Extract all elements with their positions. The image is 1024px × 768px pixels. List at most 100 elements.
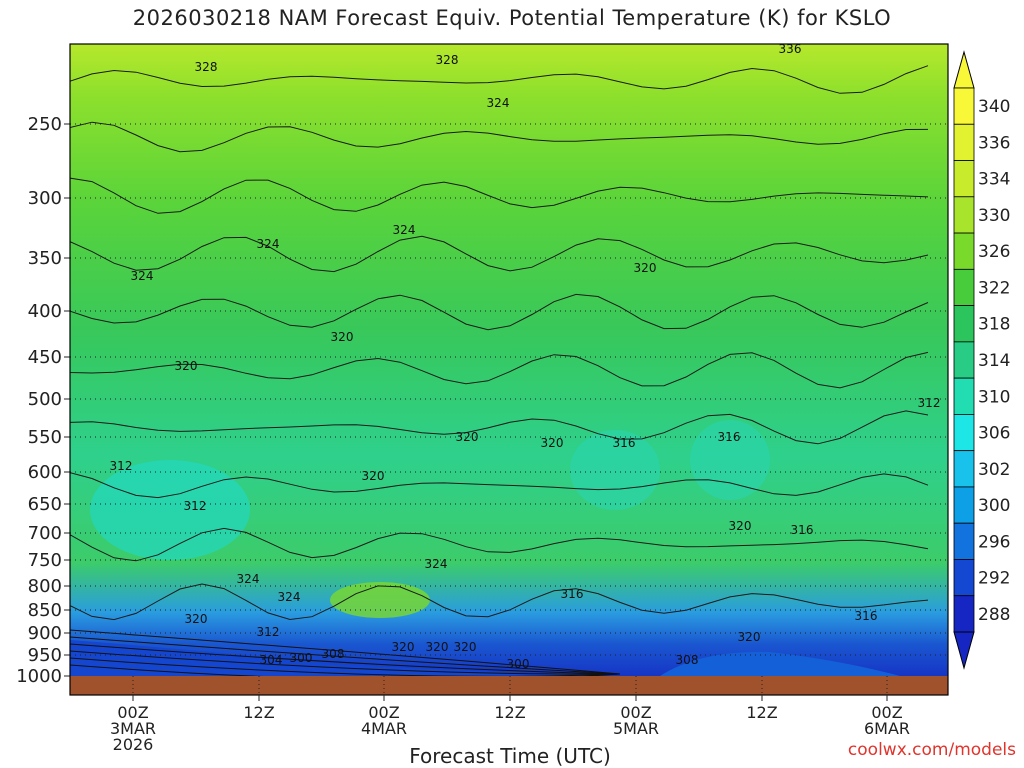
colorbar-label: 314: [978, 351, 1010, 371]
colorbar-segment: [953, 559, 975, 597]
colorbar-label: 310: [978, 387, 1010, 407]
contour-label: 316: [718, 430, 741, 444]
contour-label: 328: [195, 60, 218, 74]
contour-line: [69, 527, 929, 562]
y-tick-label: 350: [28, 248, 62, 269]
colorbar-segment: [953, 305, 975, 343]
contour-line: [69, 643, 621, 675]
field-background: [70, 44, 948, 676]
y-tick-label: 550: [28, 427, 62, 448]
colorbar-label: 336: [978, 133, 1010, 153]
moist-pocket: [90, 460, 250, 560]
colorbar-segment: [953, 486, 975, 524]
x-tick-label: 00Z: [871, 703, 902, 722]
contour-line: [69, 293, 929, 331]
colorbar-segment: [953, 377, 975, 415]
x-tick-label: 12Z: [746, 703, 777, 722]
contour-label: 324: [393, 223, 416, 237]
contour-line: [69, 636, 621, 675]
y-tick-label: 1000: [16, 666, 62, 687]
contour-line: [69, 657, 621, 677]
colorbar-segment: [953, 413, 975, 452]
contour-label: 312: [110, 459, 133, 473]
contour-label: 320: [362, 469, 385, 483]
contour-label: 316: [561, 587, 584, 601]
y-tick-label: 250: [28, 114, 62, 135]
colorbar-label: 288: [978, 605, 1010, 625]
contour-line: [69, 177, 929, 214]
contour-line: [69, 410, 929, 445]
contour-line: [69, 235, 929, 273]
cold-low-band: [660, 651, 900, 676]
colorbar-label: 300: [978, 496, 1010, 516]
colorbar-bottom-arrow: [953, 631, 975, 670]
colorbar-segment: [953, 595, 975, 633]
contour-label: 324: [237, 572, 260, 586]
contour-label: 308: [322, 647, 345, 661]
contour-label: 320: [729, 519, 752, 533]
x-tick-label: 00Z: [620, 703, 651, 722]
contour-label: 320: [185, 612, 208, 626]
colorbar-label: 322: [978, 278, 1010, 298]
contour-line: [69, 65, 929, 94]
y-tick-label: 400: [28, 301, 62, 322]
contour-label: 316: [855, 609, 878, 623]
credit-text: coolwx.com/models: [847, 740, 1016, 760]
contour-line: [69, 583, 929, 621]
colorbar-top-arrow: [953, 50, 975, 89]
contour-label: 316: [791, 523, 814, 537]
y-tick-label: 600: [28, 462, 62, 483]
warm-pocket: [330, 582, 430, 618]
contour-label: 320: [175, 359, 198, 373]
x-tick-label: 12Z: [494, 703, 525, 722]
y-tick-label: 700: [28, 523, 62, 544]
y-tick-label: 950: [28, 645, 62, 666]
contour-label: 320: [456, 430, 479, 444]
contour-label: 320: [454, 640, 477, 654]
contour-label: 324: [131, 269, 154, 283]
colorbar-segment: [953, 522, 975, 560]
y-tick-label: 300: [28, 188, 62, 209]
y-tick-label: 500: [28, 389, 62, 410]
contour-label: 320: [331, 330, 354, 344]
colorbar-segment: [953, 268, 975, 307]
x-tick-label: 4MAR: [361, 719, 407, 738]
contour-label: 336: [779, 42, 802, 56]
x-tick-label: 00Z: [117, 703, 148, 722]
contour-label: 312: [184, 499, 207, 513]
contour-line: [69, 629, 621, 675]
x-tick-label: 12Z: [243, 703, 274, 722]
contour-label: 300: [290, 651, 313, 665]
plot-frame: [69, 43, 949, 696]
colorbar-label: 292: [978, 569, 1010, 589]
moist-pocket: [570, 430, 660, 510]
contour-label: 312: [918, 396, 941, 410]
colorbar-segment: [953, 196, 975, 234]
y-tick-label: 850: [28, 600, 62, 621]
colorbar-segment: [953, 450, 975, 488]
x-axis-label: Forecast Time (UTC): [409, 744, 611, 768]
colorbar-segment: [953, 341, 975, 379]
colorbar-segment: [953, 160, 975, 198]
contour-label: 312: [257, 625, 280, 639]
contour-label: 328: [436, 53, 459, 67]
contour-label: 316: [613, 436, 636, 450]
y-tick-label: 800: [28, 576, 62, 597]
colorbar-label: 296: [978, 532, 1010, 552]
chart-title: 2026030218 NAM Forecast Equiv. Potential…: [132, 6, 892, 30]
y-tick-label: 750: [28, 550, 62, 571]
contour-line: [69, 650, 621, 675]
contour-label: 324: [278, 590, 301, 604]
x-tick-label: 2026: [113, 735, 154, 754]
colorbar-label: 306: [978, 424, 1010, 444]
colorbar-label: 318: [978, 315, 1010, 335]
x-tick-label: 5MAR: [613, 719, 659, 738]
y-tick-label: 650: [28, 494, 62, 515]
colorbar-label: 302: [978, 460, 1010, 480]
contour-line: [69, 351, 929, 389]
x-tick-label: 00Z: [368, 703, 399, 722]
contour-label: 320: [738, 630, 761, 644]
x-tick-label: 6MAR: [864, 719, 910, 738]
contour-label: 320: [541, 436, 564, 450]
